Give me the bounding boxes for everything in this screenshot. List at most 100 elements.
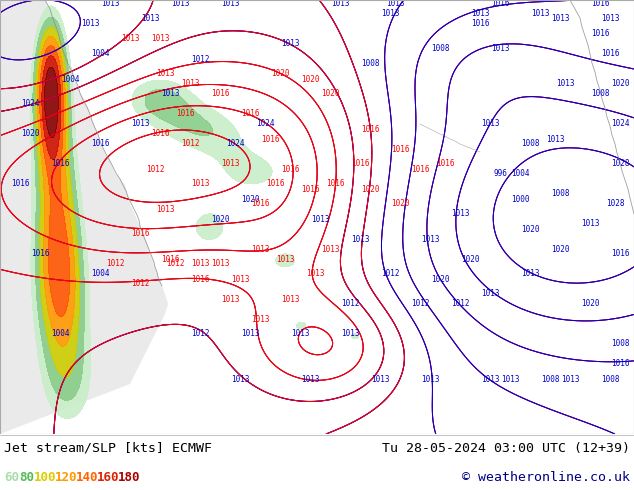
Text: 1013: 1013	[481, 120, 499, 128]
Text: 1013: 1013	[385, 0, 404, 8]
Text: 1013: 1013	[451, 210, 469, 219]
Text: © weatheronline.co.uk: © weatheronline.co.uk	[462, 471, 630, 484]
Text: 1012: 1012	[131, 279, 149, 289]
Text: 1013: 1013	[221, 160, 239, 169]
Text: 1016: 1016	[11, 179, 29, 189]
Text: 1020: 1020	[210, 215, 230, 223]
Text: 1013: 1013	[531, 9, 549, 19]
Text: 1004: 1004	[91, 49, 109, 58]
Text: 1013: 1013	[276, 254, 294, 264]
Text: 1016: 1016	[131, 229, 149, 239]
Text: 1008: 1008	[361, 59, 379, 69]
Text: 1013: 1013	[191, 179, 209, 189]
Text: 1016: 1016	[361, 124, 379, 133]
Text: 1013: 1013	[546, 134, 564, 144]
Text: 1020: 1020	[430, 274, 450, 284]
Text: 1012: 1012	[191, 329, 209, 339]
Text: 1012: 1012	[181, 140, 199, 148]
Text: 1016: 1016	[161, 254, 179, 264]
Text: 1016: 1016	[611, 360, 630, 368]
Text: 1012: 1012	[106, 260, 124, 269]
Text: 1008: 1008	[430, 45, 450, 53]
Text: 1016: 1016	[261, 134, 279, 144]
Text: 1020: 1020	[241, 195, 259, 203]
Text: 1020: 1020	[361, 185, 379, 194]
Text: 1013: 1013	[221, 294, 239, 303]
Text: 1016: 1016	[210, 90, 230, 98]
Text: 60: 60	[4, 471, 19, 484]
Text: 1013: 1013	[311, 215, 329, 223]
Text: 1013: 1013	[231, 274, 249, 284]
Text: 1008: 1008	[541, 374, 559, 384]
Text: 1013: 1013	[101, 0, 119, 8]
Text: 1020: 1020	[21, 129, 39, 139]
Text: 1013: 1013	[481, 374, 499, 384]
Text: 100: 100	[34, 471, 56, 484]
Text: 1013: 1013	[210, 260, 230, 269]
Text: 1020: 1020	[461, 254, 479, 264]
Text: 1024: 1024	[256, 120, 275, 128]
Text: 160: 160	[97, 471, 119, 484]
Text: 1013: 1013	[551, 15, 569, 24]
Text: 1013: 1013	[501, 374, 519, 384]
Text: 1013: 1013	[241, 329, 259, 339]
Text: 1012: 1012	[191, 54, 209, 64]
Text: 1016: 1016	[491, 0, 509, 8]
Text: 1016: 1016	[601, 49, 619, 58]
Text: 1013: 1013	[421, 235, 439, 244]
Text: 1013: 1013	[381, 9, 399, 19]
Text: 1020: 1020	[321, 90, 339, 98]
Text: 1008: 1008	[551, 190, 569, 198]
Text: 1016: 1016	[301, 185, 320, 194]
Text: 1024: 1024	[21, 99, 39, 108]
Text: 1016: 1016	[241, 109, 259, 119]
Text: 1016: 1016	[31, 249, 49, 259]
Text: 1013: 1013	[81, 20, 100, 28]
Text: 1016: 1016	[91, 140, 109, 148]
Text: 1012: 1012	[146, 165, 164, 173]
Text: 140: 140	[76, 471, 98, 484]
Text: 1013: 1013	[560, 374, 579, 384]
Text: 1012: 1012	[451, 299, 469, 309]
Text: 1028: 1028	[605, 199, 624, 209]
Text: 120: 120	[55, 471, 77, 484]
Text: 1008: 1008	[521, 140, 540, 148]
Text: 1016: 1016	[471, 20, 489, 28]
Text: 1004: 1004	[511, 170, 529, 178]
Text: 1012: 1012	[165, 260, 184, 269]
Text: 1013: 1013	[321, 245, 339, 253]
Text: 1004: 1004	[91, 270, 109, 278]
Text: 1013: 1013	[581, 220, 599, 228]
Text: 1024: 1024	[226, 140, 244, 148]
Text: 1020: 1020	[271, 70, 289, 78]
Text: 1013: 1013	[191, 260, 209, 269]
Text: 1016: 1016	[351, 160, 369, 169]
Text: 1016: 1016	[151, 129, 169, 139]
Text: 1020: 1020	[391, 199, 410, 209]
Text: 1013: 1013	[351, 235, 369, 244]
Text: 1013: 1013	[601, 15, 619, 24]
Text: 1013: 1013	[556, 79, 574, 89]
Text: 1013: 1013	[481, 290, 499, 298]
Text: 1020: 1020	[581, 299, 599, 309]
Text: 1013: 1013	[421, 374, 439, 384]
Text: 1016: 1016	[591, 0, 609, 8]
Text: 80: 80	[19, 471, 34, 484]
Text: 1013: 1013	[120, 34, 139, 44]
Text: 1013: 1013	[306, 270, 324, 278]
Text: 1020: 1020	[551, 245, 569, 253]
Text: 1012: 1012	[340, 299, 359, 309]
Text: 1012: 1012	[411, 299, 429, 309]
Text: 1013: 1013	[251, 245, 269, 253]
Text: 1012: 1012	[381, 270, 399, 278]
Text: 1013: 1013	[521, 270, 540, 278]
Text: 1020: 1020	[521, 224, 540, 234]
Text: 1004: 1004	[51, 329, 69, 339]
Text: 1013: 1013	[281, 40, 299, 49]
Text: 1016: 1016	[326, 179, 344, 189]
Text: 1013: 1013	[371, 374, 389, 384]
Text: 1008: 1008	[601, 374, 619, 384]
Text: 1013: 1013	[291, 329, 309, 339]
Text: 1013: 1013	[151, 34, 169, 44]
Text: 1013: 1013	[141, 15, 159, 24]
